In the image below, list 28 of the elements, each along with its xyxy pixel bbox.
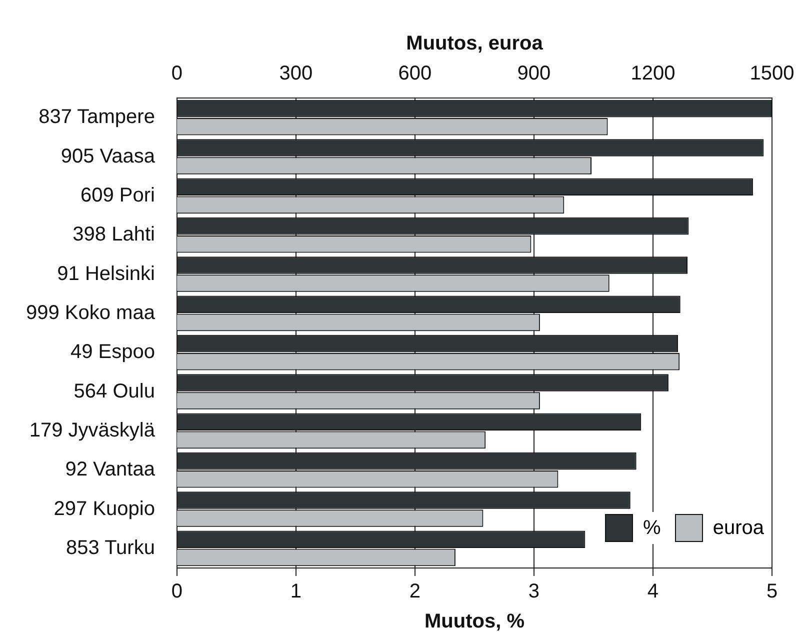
y-tick-label: 837 Tampere xyxy=(38,106,155,128)
x2-tick-label: 1500 xyxy=(750,62,794,85)
y-tick-label: 91 Helsinki xyxy=(57,262,155,285)
y-tick-label: 297 Kuopio xyxy=(54,498,155,520)
x-tick-label: 1 xyxy=(290,580,302,603)
x-tick-label: 3 xyxy=(528,580,540,603)
x-tick-label: 0 xyxy=(171,580,183,603)
y-tick-label: 905 Vaasa xyxy=(60,145,156,168)
y-tick-label: 92 Vantaa xyxy=(65,458,156,481)
x2-axis-title: Muutos, euroa xyxy=(406,32,544,55)
y-tick-label: 49 Espoo xyxy=(70,341,155,364)
y-tick-label: 853 Turku xyxy=(66,536,155,559)
y-tick-label: 564 Oulu xyxy=(74,380,155,402)
x-axis-title: Muutos, % xyxy=(424,610,525,633)
series-label: % xyxy=(643,516,661,540)
y-tick-label: 999 Koko maa xyxy=(26,302,156,324)
x2-tick-label: 1200 xyxy=(630,62,676,85)
x-tick-label: 5 xyxy=(766,580,778,603)
legend-label: euroa xyxy=(712,516,764,540)
x2-tick-label: 900 xyxy=(517,62,551,85)
x-tick-label: 4 xyxy=(647,580,659,603)
y-tick-label: 398 Lahti xyxy=(72,224,155,246)
x2-tick-label: 300 xyxy=(279,62,313,85)
x-tick-label: 2 xyxy=(409,580,421,603)
y-tick-label: 179 Jyväskylä xyxy=(29,419,156,442)
x2-tick-label: 600 xyxy=(398,62,432,85)
y-tick-label: 609 Pori xyxy=(80,184,155,206)
x2-tick-label: 0 xyxy=(171,62,183,85)
